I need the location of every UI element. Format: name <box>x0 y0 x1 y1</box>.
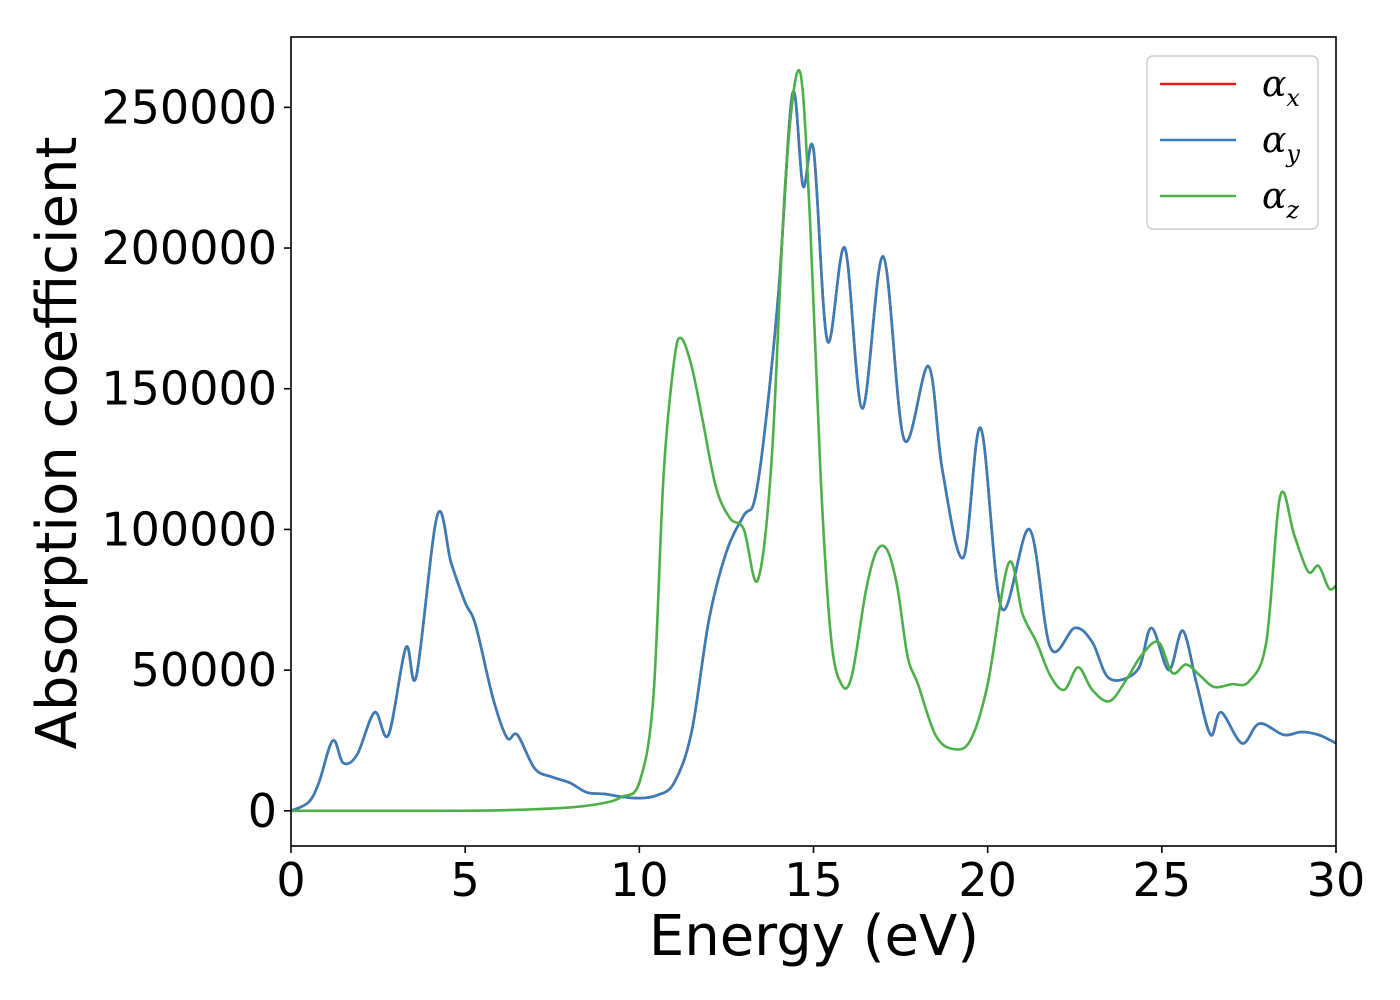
y-tick-label: 50000 <box>131 643 277 697</box>
y-tick-label: 150000 <box>101 362 277 416</box>
series-line-alpha-z <box>291 68 1336 813</box>
plot-area <box>291 68 1336 813</box>
x-tick-label: 25 <box>1133 853 1192 907</box>
y-tick-label: 200000 <box>101 221 277 275</box>
x-axis-label: Energy (eV) <box>649 904 979 969</box>
x-tick-label: 0 <box>276 853 305 907</box>
y-axis-label: Absorption coefficient <box>25 137 90 750</box>
legend-label-alpha-y: αy <box>1262 120 1300 168</box>
x-tick-label: 10 <box>610 853 669 907</box>
legend-label-alpha-x: αx <box>1262 64 1300 112</box>
x-tick-label: 5 <box>451 853 480 907</box>
y-tick-label: 100000 <box>101 502 277 556</box>
y-tick-label: 0 <box>248 784 277 838</box>
axes: 0 5 10 15 20 25 30 0 50000 100000 150000 200000 2500… <box>101 36 1366 907</box>
legend-box <box>1146 55 1319 230</box>
legend: αx αy αz <box>1146 55 1319 230</box>
legend-label-alpha-z: αz <box>1262 176 1299 224</box>
y-tick-label: 250000 <box>101 80 277 134</box>
x-tick-label: 20 <box>958 853 1017 907</box>
x-tick-label: 30 <box>1307 853 1366 907</box>
x-tick-label: 15 <box>784 853 843 907</box>
